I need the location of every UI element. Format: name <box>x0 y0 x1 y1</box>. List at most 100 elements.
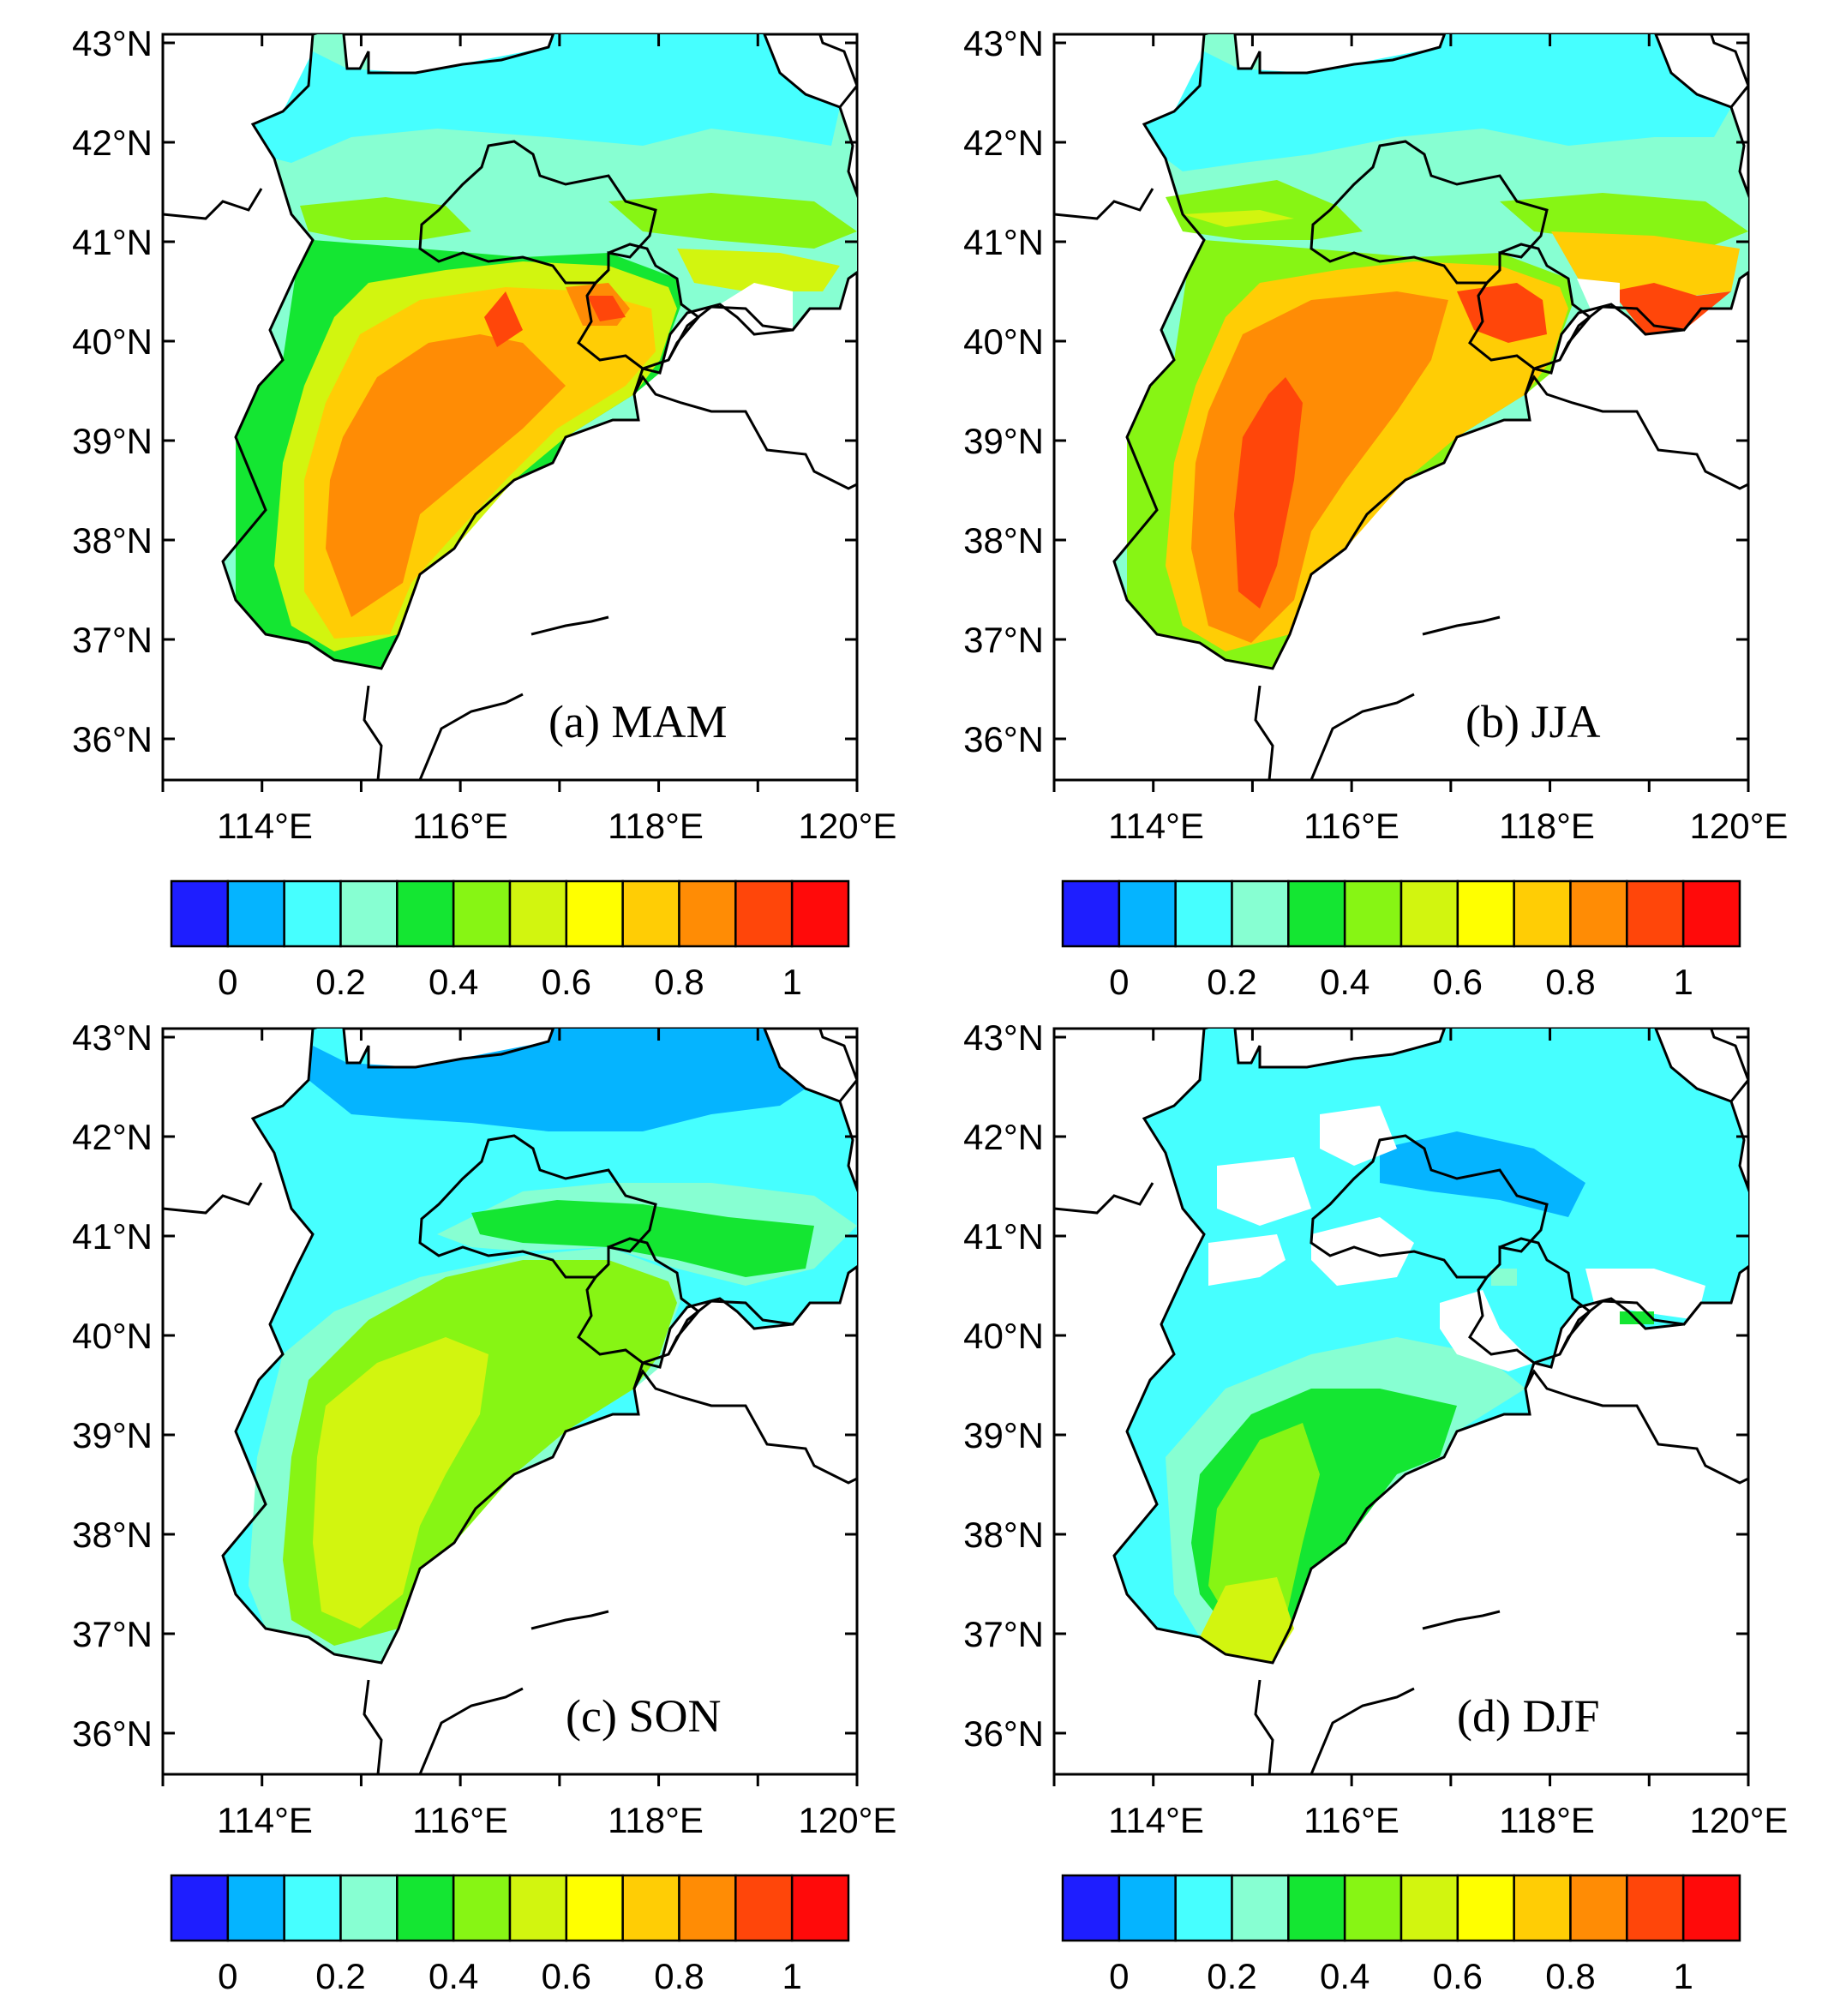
colorbar-tick-label: 0.4 <box>1320 962 1369 1002</box>
colorbar-swatch <box>621 879 680 948</box>
colorbar-swatch <box>1118 879 1177 948</box>
colorbar-tick-label: 0.2 <box>1207 962 1256 1002</box>
lon-tick-label: 120°E <box>799 1800 897 1840</box>
panel-djf: (d) DJF <box>1052 1027 1750 1776</box>
lat-tick-label: 38°N <box>963 520 1044 561</box>
colorbar-swatch <box>1513 1874 1572 1942</box>
colorbar-swatch <box>790 1874 850 1942</box>
panel-label: (a) MAM <box>548 696 727 747</box>
colorbar-swatch <box>1399 879 1459 948</box>
colorbar-swatch <box>734 1874 794 1942</box>
colorbar-swatch <box>1569 879 1628 948</box>
colorbar-tick-label: 0.6 <box>542 962 591 1002</box>
panel-label: (b) JJA <box>1465 696 1601 747</box>
colorbar-swatch <box>1231 879 1290 948</box>
colorbar-tick-label: 0 <box>218 1956 237 1996</box>
lat-tick-label: 43°N <box>72 1017 153 1058</box>
panel-label: (d) DJF <box>1457 1690 1600 1742</box>
lat-tick-label: 40°N <box>72 321 153 362</box>
colorbar: 0 0.2 0.4 0.6 0.8 1 <box>1061 879 1741 1002</box>
colorbar-tick-label: 0.4 <box>1320 1956 1369 1996</box>
lon-tick-label: 116°E <box>412 1800 508 1840</box>
lat-tick-label: 39°N <box>72 1415 153 1455</box>
lon-tick-label: 116°E <box>1304 1800 1399 1840</box>
colorbar-swatch <box>1343 1874 1403 1942</box>
colorbar-swatch <box>1626 1874 1685 1942</box>
colorbar-swatch <box>396 1874 455 1942</box>
lat-tick-label: 43°N <box>72 23 153 63</box>
colorbar-tick-label: 0.2 <box>315 962 365 1002</box>
panel-mam: (a) MAM <box>161 33 859 782</box>
axes-layer: 43°N 42°N 41°N 40°N 39°N 38°N 37°N 36°N 114°E 116… <box>72 23 1788 1840</box>
colorbar: 0 0.2 0.4 0.6 0.8 1 <box>1061 1874 1741 1996</box>
colorbar-swatch <box>339 879 399 948</box>
lat-tick-label: 38°N <box>72 1515 153 1555</box>
lon-tick-label: 114°E <box>1108 806 1204 846</box>
colorbar-tick-label: 0 <box>218 962 237 1002</box>
lat-tick-label: 38°N <box>72 520 153 561</box>
lon-tick-label: 120°E <box>1690 1800 1789 1840</box>
colorbar-swatch <box>1456 1874 1515 1942</box>
colorbar-swatch <box>678 879 737 948</box>
colorbar-tick-label: 1 <box>1673 1956 1693 1996</box>
colorbar-swatch <box>1343 879 1403 948</box>
colorbar-swatch <box>734 879 794 948</box>
colorbar-swatch <box>1287 879 1346 948</box>
panel-jja: (b) JJA <box>1052 33 1750 782</box>
colorbar-swatch <box>396 879 455 948</box>
colorbar-swatch <box>226 879 285 948</box>
lat-tick-label: 43°N <box>963 23 1044 63</box>
colorbar-swatch <box>283 879 342 948</box>
colorbar-swatch <box>1569 1874 1628 1942</box>
colorbar-swatch <box>1681 1874 1741 1942</box>
colorbar-tick-label: 0.4 <box>429 1956 478 1996</box>
lon-tick-label: 120°E <box>1690 806 1789 846</box>
lon-tick-label: 116°E <box>412 806 508 846</box>
colorbar-tick-label: 0.4 <box>429 962 478 1002</box>
colorbar-tick-label: 0 <box>1109 1956 1129 1996</box>
colorbar-swatch <box>452 879 512 948</box>
lon-tick-label: 114°E <box>1108 1800 1204 1840</box>
lat-tick-label: 37°N <box>72 620 153 660</box>
lat-tick-label: 37°N <box>72 1614 153 1654</box>
lat-tick-label: 39°N <box>963 1415 1044 1455</box>
panel-label: (c) SON <box>566 1690 721 1742</box>
colorbar-tick-label: 0.2 <box>1207 1956 1256 1996</box>
lat-tick-label: 36°N <box>963 1713 1044 1754</box>
colorbar-swatch <box>339 1874 399 1942</box>
colorbar-swatch <box>452 1874 512 1942</box>
lat-tick-label: 37°N <box>963 1614 1044 1654</box>
colorbar-swatch <box>1513 879 1572 948</box>
lon-tick-label: 118°E <box>608 1800 704 1840</box>
colorbar-swatch <box>1681 879 1741 948</box>
lat-tick-label: 36°N <box>72 719 153 759</box>
colorbar-swatch <box>565 879 624 948</box>
colorbar-swatch <box>1456 879 1515 948</box>
colorbar-tick-label: 0 <box>1109 962 1129 1002</box>
lon-tick-label: 116°E <box>1304 806 1399 846</box>
lat-tick-label: 40°N <box>963 321 1044 362</box>
lon-tick-label: 120°E <box>799 806 897 846</box>
colorbar-swatch <box>565 1874 624 1942</box>
colorbar-tick-label: 0.8 <box>1545 962 1595 1002</box>
colorbar-tick-label: 0.2 <box>315 1956 365 1996</box>
lat-tick-label: 42°N <box>72 123 153 163</box>
lat-tick-label: 42°N <box>72 1117 153 1157</box>
panel-son: (c) SON <box>161 1027 859 1776</box>
colorbar-swatch <box>1174 1874 1233 1942</box>
colorbar-tick-label: 0.8 <box>1545 1956 1595 1996</box>
lat-tick-label: 39°N <box>72 421 153 461</box>
lat-tick-label: 41°N <box>72 1216 153 1257</box>
colorbar-swatch <box>170 1874 230 1942</box>
colorbar-tick-label: 1 <box>782 962 801 1002</box>
colorbar-swatch <box>1287 1874 1346 1942</box>
colorbar-swatch <box>1061 1874 1121 1942</box>
colorbar-tick-label: 0.6 <box>1433 962 1483 1002</box>
lon-tick-label: 118°E <box>608 806 704 846</box>
colorbar-swatch <box>1626 879 1685 948</box>
lat-tick-label: 37°N <box>963 620 1044 660</box>
colorbar-tick-label: 1 <box>782 1956 801 1996</box>
colorbar-swatch <box>170 879 230 948</box>
colorbar: 0 0.2 0.4 0.6 0.8 1 <box>170 879 850 1002</box>
